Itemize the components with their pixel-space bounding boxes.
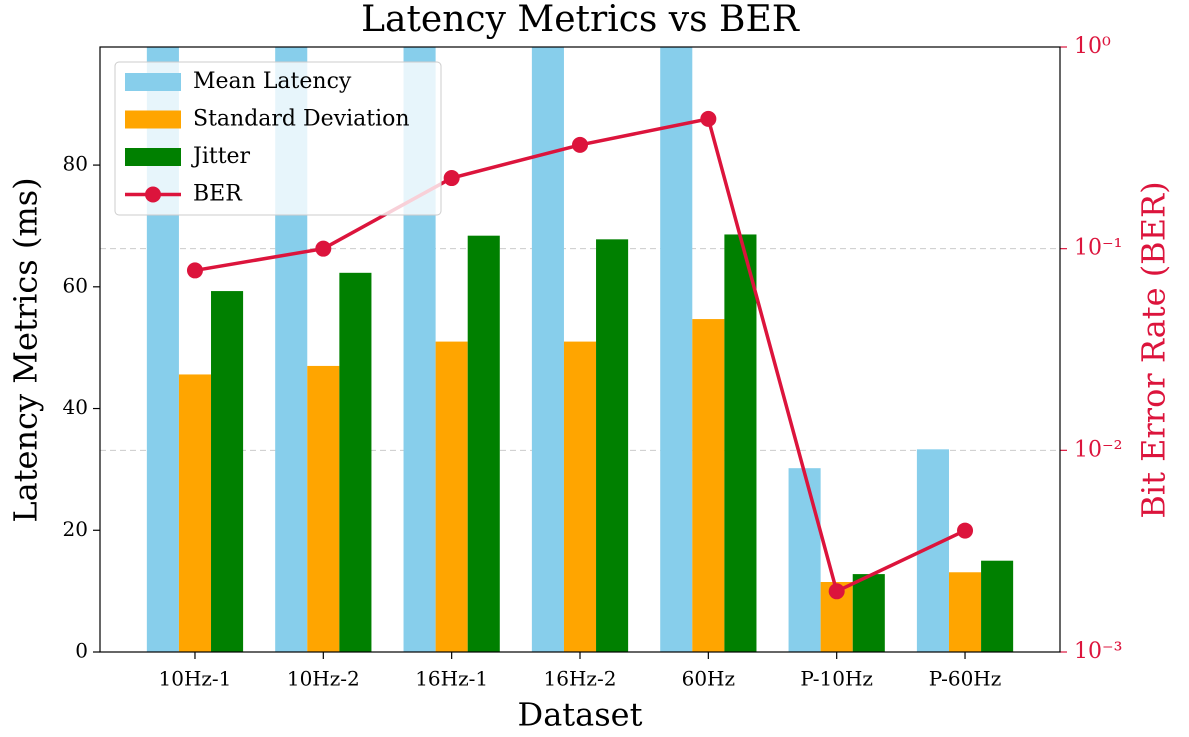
bar <box>596 239 629 652</box>
ber-marker <box>828 583 845 600</box>
y-tick-label: 0 <box>75 639 88 663</box>
legend-box <box>114 61 442 216</box>
x-tick-label: 10Hz-1 <box>159 667 232 691</box>
ber-marker <box>443 170 460 187</box>
bar <box>435 341 468 652</box>
bar <box>981 560 1014 652</box>
ber-marker <box>700 110 717 127</box>
bar <box>307 365 340 652</box>
x-tick-label: 10Hz-2 <box>287 667 360 691</box>
legend-label: Mean Latency <box>193 69 352 94</box>
y-tick-label: 40 <box>63 395 88 419</box>
legend-swatch <box>125 148 181 166</box>
x-tick-label: P-60Hz <box>929 667 1002 691</box>
y2-tick-label: 10⁻² <box>1074 437 1122 462</box>
y2-tick-label: 10⁻³ <box>1074 639 1122 664</box>
legend-swatch <box>125 73 181 91</box>
ber-marker <box>315 240 332 257</box>
bar <box>788 468 821 652</box>
legend-marker <box>145 186 161 203</box>
bar <box>852 574 885 652</box>
y-axis-label: Latency Metrics (ms) <box>7 177 45 522</box>
legend-label: BER <box>193 182 243 207</box>
bar <box>563 341 597 652</box>
bar <box>660 47 693 652</box>
y-tick-label: 60 <box>63 273 88 297</box>
bar <box>467 235 500 652</box>
x-tick-label: 60Hz <box>682 667 735 691</box>
bar <box>531 47 564 652</box>
bar <box>178 374 212 652</box>
bar <box>339 272 372 652</box>
y-tick-label: 80 <box>63 152 88 176</box>
x-tick-label: P-10Hz <box>800 667 873 691</box>
y-tick-label: 20 <box>63 517 88 541</box>
x-axis-label: Dataset <box>518 696 643 734</box>
bar <box>724 234 757 652</box>
ber-marker <box>186 262 203 279</box>
chart-title: Latency Metrics vs BER <box>361 0 800 40</box>
y2-axis-label: Bit Error Rate (BER) <box>1135 181 1173 518</box>
ber-marker <box>572 136 588 153</box>
legend-label: Jitter <box>191 144 251 169</box>
legend-label: Standard Deviation <box>193 107 410 132</box>
x-tick-label: 16Hz-1 <box>415 667 488 691</box>
y2-tick-label: 10⁰ <box>1074 34 1111 59</box>
legend-swatch <box>125 110 181 129</box>
bar <box>211 291 244 652</box>
y2-tick-label: 10⁻¹ <box>1074 236 1122 261</box>
x-tick-label: 16Hz-2 <box>544 667 617 691</box>
ber-marker <box>957 522 974 539</box>
bar <box>948 572 982 652</box>
bar <box>692 319 725 652</box>
